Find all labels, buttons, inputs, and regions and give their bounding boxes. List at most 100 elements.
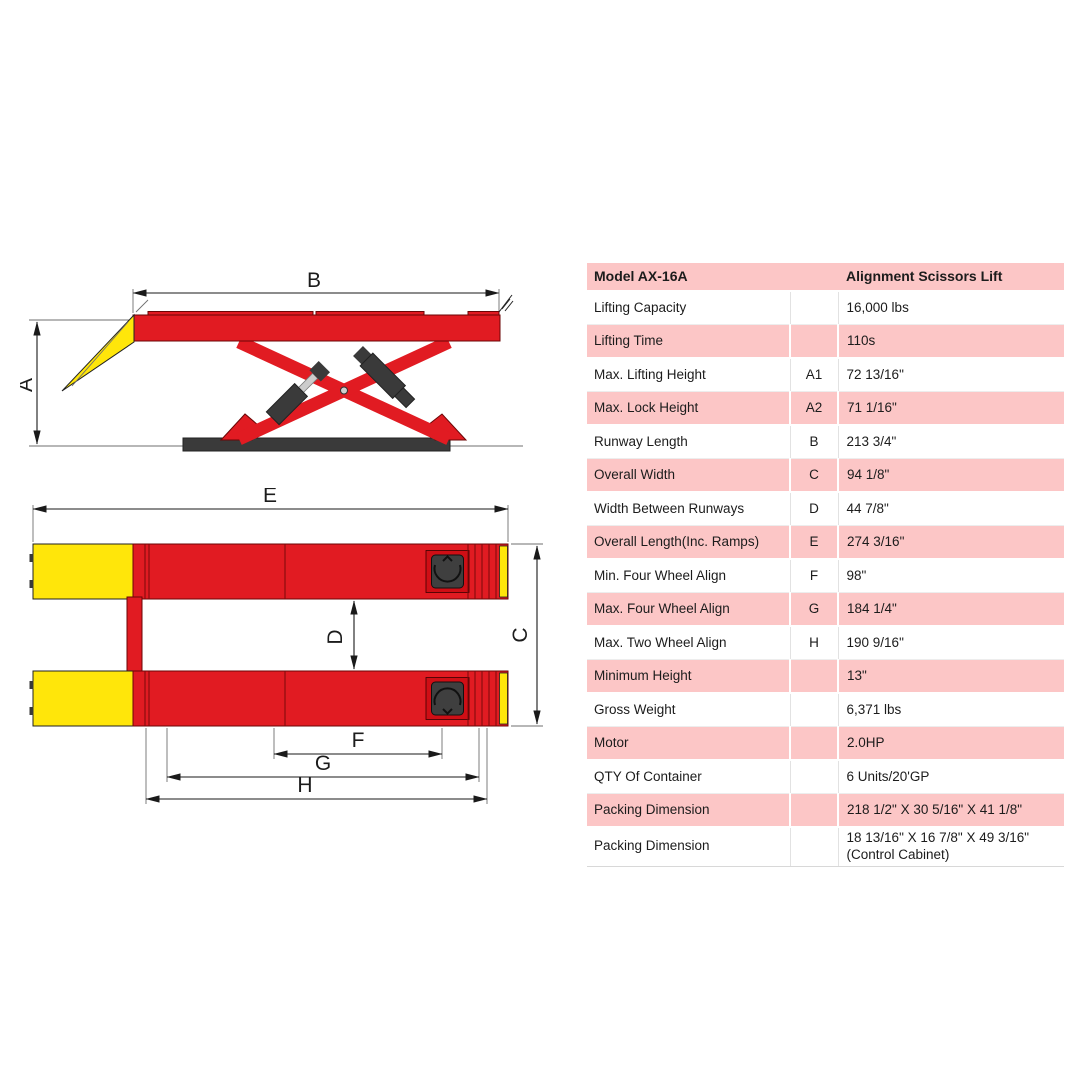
spec-row: Lifting Time 110s	[587, 324, 1065, 359]
spec-label: Overall Width	[587, 458, 791, 493]
spec-letter: F	[790, 559, 839, 593]
spec-value: 71 1/16"	[838, 391, 1065, 426]
spec-label: Gross Weight	[587, 693, 791, 727]
spec-value: 94 1/8"	[838, 458, 1065, 493]
spec-row: Gross Weight 6,371 lbs	[587, 693, 1065, 727]
scissor-mechanism	[219, 336, 468, 445]
spec-label: Max. Four Wheel Align	[587, 592, 791, 627]
spec-row: Width Between Runways D 44 7/8"	[587, 492, 1065, 526]
runway-bottom	[29, 670, 509, 727]
spec-letter	[790, 760, 839, 794]
spec-row: Max. Lock Height A2 71 1/16"	[587, 391, 1065, 426]
dimension-label-e: E	[263, 488, 277, 507]
spec-letter: A1	[790, 358, 839, 392]
spec-row: Max. Four Wheel Align G 184 1/4"	[587, 592, 1065, 627]
spec-label: QTY Of Container	[587, 760, 791, 794]
crossbar	[126, 596, 143, 674]
dimension-label-b: B	[307, 269, 321, 292]
spec-value: 274 3/16"	[838, 525, 1065, 560]
spec-label: Lifting Time	[587, 324, 791, 359]
spec-label: Max. Lock Height	[587, 391, 791, 426]
spec-label: Max. Lifting Height	[587, 358, 791, 392]
side-view-diagram: B A	[20, 269, 523, 452]
spec-letter: H	[790, 626, 839, 660]
spec-row: Packing Dimension 18 13/16" X 16 7/8" X 4…	[587, 827, 1065, 867]
spec-value: 6 Units/20'GP	[838, 760, 1065, 794]
spec-table: Model AX-16A Alignment Scissors Lift Lif…	[587, 263, 1065, 867]
spec-value: 98"	[838, 559, 1065, 593]
spec-label: Motor	[587, 726, 791, 761]
spec-letter: G	[790, 592, 840, 627]
spec-row: Min. Four Wheel Align F 98"	[587, 559, 1065, 593]
spec-label: Max. Two Wheel Align	[587, 626, 791, 660]
spec-letter	[790, 726, 840, 761]
dimension-label-a: A	[20, 378, 37, 392]
spec-letter: B	[790, 425, 839, 459]
spec-row: Runway Length B 213 3/4"	[587, 425, 1065, 459]
spec-row: Max. Two Wheel Align H 190 9/16"	[587, 626, 1065, 660]
dimension-e: E	[32, 488, 509, 542]
spec-label: Overall Length(Inc. Ramps)	[587, 525, 791, 560]
spec-value: 110s	[838, 324, 1065, 359]
dimension-h: H	[145, 728, 488, 804]
spec-table-rows: Lifting Capacity 16,000 lbs Lifting Time 11…	[587, 291, 1065, 867]
spec-label: Runway Length	[587, 425, 791, 459]
spec-value: 18 13/16" X 16 7/8" X 49 3/16" (Control …	[838, 827, 1065, 867]
spec-letter: C	[790, 458, 840, 493]
dimension-d: D	[324, 600, 358, 670]
spec-value: 184 1/4"	[838, 592, 1065, 627]
spec-value: 218 1/2" X 30 5/16" X 41 1/8"	[838, 793, 1065, 828]
model-name: Model AX-16A	[587, 263, 839, 292]
spec-table-header-row: Model AX-16A Alignment Scissors Lift	[587, 263, 1065, 292]
spec-row: Overall Width C 94 1/8"	[587, 458, 1065, 493]
spec-letter	[790, 827, 839, 867]
spec-row: Overall Length(Inc. Ramps) E 274 3/16"	[587, 525, 1065, 560]
spec-value: 190 9/16"	[838, 626, 1065, 660]
spec-letter: D	[790, 492, 839, 526]
spec-letter	[790, 793, 840, 828]
spec-value: 213 3/4"	[838, 425, 1065, 459]
spec-row: Lifting Capacity 16,000 lbs	[587, 291, 1065, 325]
spec-row: Max. Lifting Height A1 72 13/16"	[587, 358, 1065, 392]
spec-label: Min. Four Wheel Align	[587, 559, 791, 593]
spec-letter	[790, 659, 840, 694]
spec-letter: A2	[790, 391, 840, 426]
spec-row: Minimum Height 13"	[587, 659, 1065, 694]
spec-label: Width Between Runways	[587, 492, 791, 526]
spec-letter	[790, 324, 840, 359]
dimension-label-h: H	[297, 774, 312, 797]
spec-label: Minimum Height	[587, 659, 791, 694]
dimension-b: B	[132, 269, 500, 313]
dimension-f: F	[273, 728, 443, 759]
base-frame	[182, 437, 451, 452]
dimension-label-d: D	[324, 629, 347, 644]
dimension-c: C	[509, 543, 543, 727]
spec-letter	[790, 693, 839, 727]
dimension-g: G	[166, 728, 480, 782]
product-name: Alignment Scissors Lift	[838, 263, 1065, 292]
dimension-label-f: F	[352, 729, 365, 752]
hydraulic-cylinder-right	[353, 346, 416, 409]
hydraulic-cylinder-left	[265, 360, 331, 426]
spec-row: Motor 2.0HP	[587, 726, 1065, 761]
spec-value: 44 7/8"	[838, 492, 1065, 526]
spec-row: Packing Dimension 218 1/2" X 30 5/16" X 4…	[587, 793, 1065, 828]
approach-ramp	[61, 313, 135, 392]
spec-row: QTY Of Container 6 Units/20'GP	[587, 760, 1065, 794]
dimension-label-g: G	[315, 752, 331, 775]
spec-value: 16,000 lbs	[838, 291, 1065, 325]
spec-label: Lifting Capacity	[587, 291, 791, 325]
spec-letter	[790, 291, 839, 325]
runway-top	[29, 543, 509, 600]
spec-value: 72 13/16"	[838, 358, 1065, 392]
spec-letter: E	[790, 525, 840, 560]
top-view-diagram: E	[29, 488, 543, 804]
runway-platform	[132, 294, 514, 342]
spec-value: 6,371 lbs	[838, 693, 1065, 727]
spec-label: Packing Dimension	[587, 793, 791, 828]
dimension-label-c: C	[509, 627, 532, 642]
spec-value: 2.0HP	[838, 726, 1065, 761]
spec-value: 13"	[838, 659, 1065, 694]
spec-label: Packing Dimension	[587, 827, 791, 867]
